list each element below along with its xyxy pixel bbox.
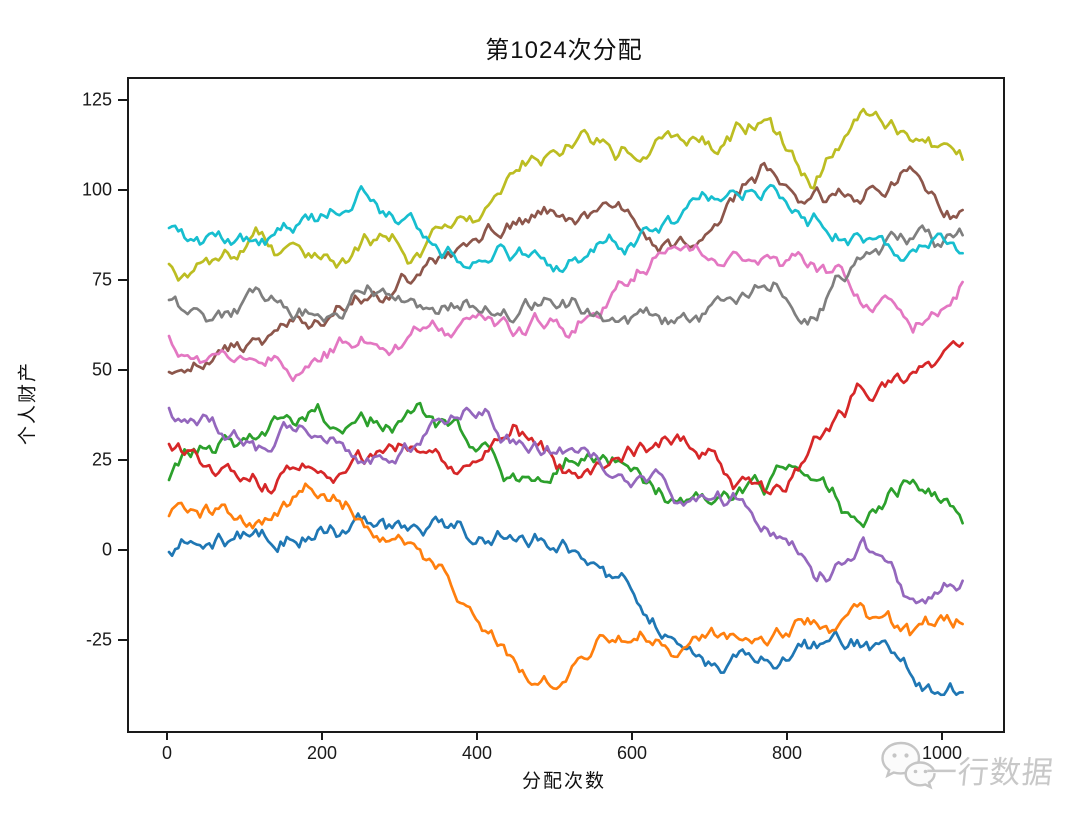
x-axis-label: 分配次数 [521, 771, 606, 792]
line-2 [167, 482, 964, 691]
y-tick-label: 50 [91, 359, 112, 380]
x-tick-label: 800 [771, 743, 803, 763]
y-tick-mark [118, 459, 127, 461]
x-tick-label: 0 [161, 743, 173, 763]
line-8 [167, 224, 964, 326]
y-tick-label: 0 [101, 539, 112, 560]
line-6 [167, 161, 964, 375]
x-tick-mark [166, 731, 168, 740]
y-tick-mark [118, 639, 127, 641]
line-4 [167, 340, 964, 496]
y-tick-label: 75 [91, 269, 112, 290]
line-5 [167, 406, 964, 605]
x-tick-mark [476, 731, 478, 740]
y-tick-mark [118, 279, 127, 281]
line-3 [167, 401, 964, 529]
y-tick-mark [118, 369, 127, 371]
y-tick-label: 25 [91, 449, 112, 470]
x-tick-mark [941, 731, 943, 740]
x-tick-label: 400 [461, 743, 493, 763]
line-7 [167, 243, 964, 383]
x-tick-mark [631, 731, 633, 740]
y-axis-label: 个人财产 [17, 360, 39, 446]
y-tick-mark [118, 549, 127, 551]
line-10 [167, 183, 964, 274]
y-tick-mark [118, 189, 127, 191]
x-tick-label: 600 [616, 743, 648, 763]
y-tick-mark [118, 99, 127, 101]
line-1 [167, 512, 964, 697]
y-tick-label: -25 [85, 629, 112, 650]
x-tick-mark [786, 731, 788, 740]
line-9 [167, 107, 964, 282]
line-series-plot [167, 107, 964, 697]
chart-title: 第1024次分配 [485, 37, 643, 64]
x-tick-label: 200 [306, 743, 338, 763]
y-tick-label: 125 [81, 89, 112, 110]
x-tick-label: 1000 [921, 743, 963, 763]
y-tick-label: 100 [81, 179, 112, 200]
x-tick-mark [321, 731, 323, 740]
plot-area [127, 77, 1005, 733]
